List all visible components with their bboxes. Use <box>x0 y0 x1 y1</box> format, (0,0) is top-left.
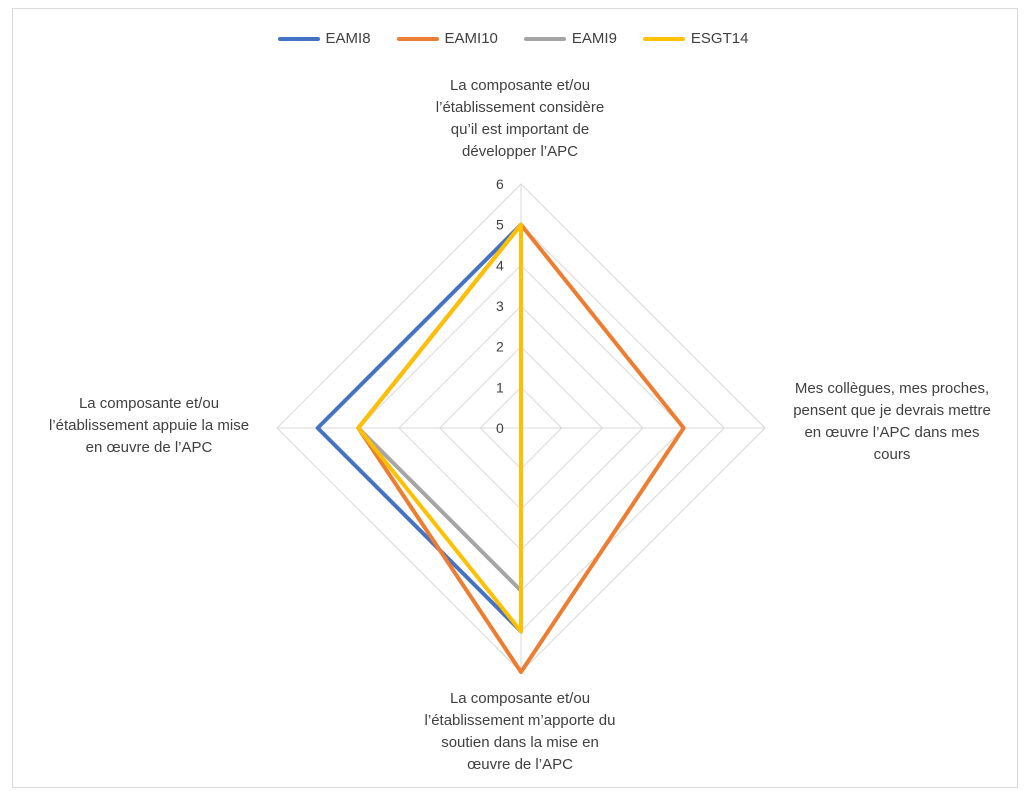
legend-label: EAMI9 <box>571 30 617 47</box>
axis-label-line: l’établissement m’apporte du <box>424 712 616 729</box>
chart-frame <box>12 8 1018 788</box>
radar-series <box>315 222 686 674</box>
axis-label-left: La composante et/ou l’établissement appu… <box>20 393 278 459</box>
tick-label: 1 <box>496 379 504 395</box>
axis-label-line: La composante et/ou <box>449 77 591 94</box>
axis-label-line: l’établissement considère <box>435 99 605 116</box>
legend-label: ESGT14 <box>690 30 749 47</box>
axis-label-line: en œuvre de l’APC <box>85 439 213 456</box>
tick-label: 0 <box>496 420 504 436</box>
legend: EAMI8 EAMI10 EAMI9 ESGT14 <box>0 30 1026 47</box>
tick-label: 3 <box>496 298 504 314</box>
legend-swatch <box>396 36 439 41</box>
axis-label-line: en œuvre l’APC dans mes <box>804 424 980 441</box>
tick-label: 5 <box>496 217 504 233</box>
series-line-esgt14 <box>356 222 523 634</box>
axis-label-line: pensent que je devrais mettre <box>793 402 991 419</box>
axis-label-line: soutien dans la mise en <box>441 734 599 751</box>
radial-ticks: 0 1 2 3 4 5 6 <box>496 176 504 436</box>
tick-label: 4 <box>496 257 504 273</box>
legend-swatch <box>277 36 320 41</box>
legend-item: EAMI10 <box>396 30 498 47</box>
axis-label-line: La composante et/ou <box>78 395 220 412</box>
legend-label: EAMI10 <box>444 30 498 47</box>
axis-label-right: Mes collègues, mes proches, pensent que … <box>760 378 1024 466</box>
axis-label-line: La composante et/ou <box>449 690 591 707</box>
legend-item: ESGT14 <box>642 30 749 47</box>
tick-label: 6 <box>496 176 504 192</box>
series-line-eami9 <box>356 222 523 593</box>
tick-label: 2 <box>496 339 504 355</box>
axis-label-line: l’établissement appuie la mise <box>48 417 250 434</box>
legend-item: EAMI8 <box>277 30 371 47</box>
axis-label-top: La composante et/ou l’établissement cons… <box>410 75 630 163</box>
legend-item: EAMI9 <box>523 30 617 47</box>
legend-swatch <box>523 36 566 41</box>
legend-label: EAMI8 <box>325 30 371 47</box>
axis-label-line: qu’il est important de <box>450 121 590 138</box>
axis-label-line: œuvre de l’APC <box>467 756 573 773</box>
axis-label-line: développer l’APC <box>462 143 578 160</box>
axis-label-line: Mes collègues, mes proches, <box>794 380 990 397</box>
axis-label-bottom: La composante et/ou l’établissement m’ap… <box>410 688 630 776</box>
axis-label-line: cours <box>873 446 911 463</box>
legend-swatch <box>642 36 685 41</box>
